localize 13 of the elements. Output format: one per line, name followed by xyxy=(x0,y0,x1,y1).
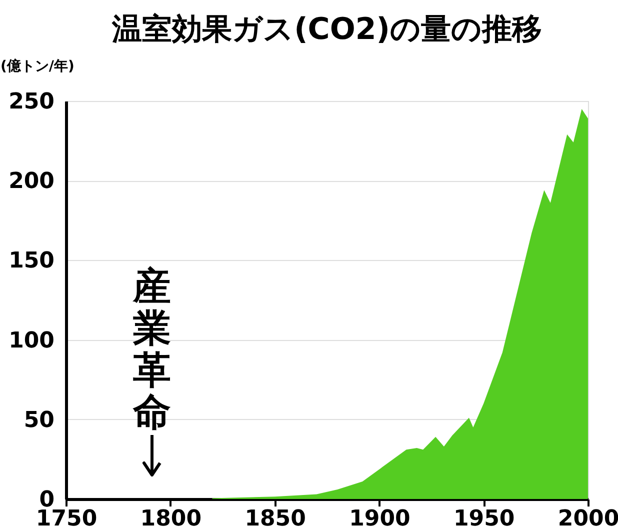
x-tick-label: 1950 xyxy=(453,506,515,530)
annotation: 産業革命 xyxy=(132,264,171,434)
y-tick-label: 100 xyxy=(8,328,54,354)
x-tick-label: 1850 xyxy=(244,506,306,530)
x-tick-label: 1800 xyxy=(140,506,202,530)
x-tick-label: 1900 xyxy=(349,506,410,530)
chart-title: 温室効果ガス(CO2)の量の推移 xyxy=(111,12,542,47)
x-tick-label: 2000 xyxy=(558,506,618,530)
y-tick-label: 150 xyxy=(8,248,54,274)
y-tick-label: 200 xyxy=(8,169,54,194)
y-axis-title: (億トン/年) xyxy=(0,58,74,74)
y-tick-label: 50 xyxy=(24,408,54,433)
y-tick-label: 250 xyxy=(8,90,54,114)
